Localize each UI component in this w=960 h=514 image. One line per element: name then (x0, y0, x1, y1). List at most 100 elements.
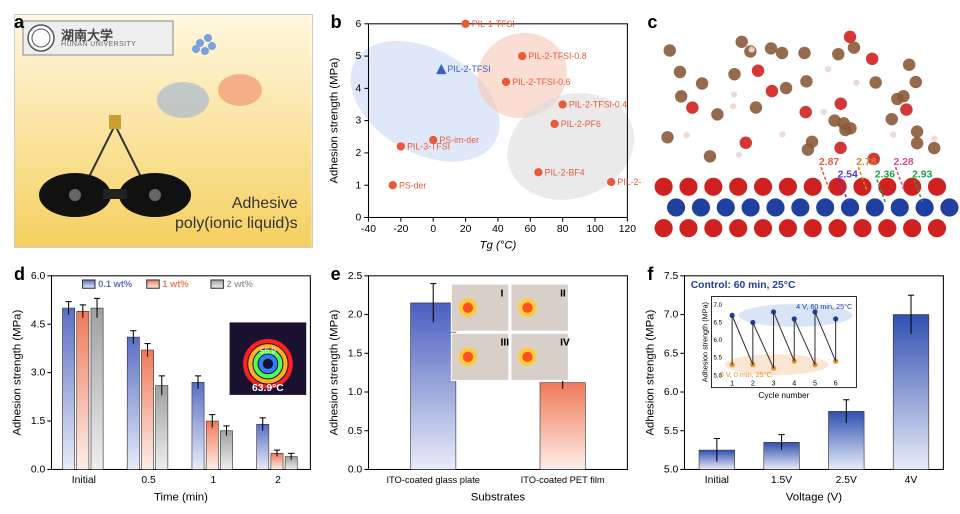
svg-text:1.5V: 1.5V (771, 475, 792, 486)
svg-text:5.5: 5.5 (664, 426, 679, 437)
svg-text:Tg (°C): Tg (°C) (479, 240, 516, 252)
svg-text:0.0: 0.0 (31, 465, 46, 476)
svg-text:3: 3 (355, 116, 361, 127)
svg-text:7.0: 7.0 (664, 310, 679, 321)
svg-text:3: 3 (772, 379, 776, 388)
svg-text:PIL-2-TFSI-0.4: PIL-2-TFSI-0.4 (569, 100, 627, 110)
svg-text:5: 5 (813, 379, 817, 388)
svg-text:1 wt%: 1 wt% (162, 279, 189, 289)
svg-text:80: 80 (557, 224, 569, 235)
svg-text:2 wt%: 2 wt% (226, 279, 253, 289)
svg-text:5.0: 5.0 (664, 465, 679, 476)
svg-text:0 V, 0 min, 25°C: 0 V, 0 min, 25°C (720, 370, 772, 379)
svg-text:Adhesion strength (MPa): Adhesion strength (MPa) (11, 310, 23, 436)
svg-text:4: 4 (355, 83, 361, 94)
svg-text:2: 2 (275, 475, 281, 486)
svg-text:40: 40 (492, 224, 504, 235)
panel-c-molecular: 2.872.542.782.362.282.93 (645, 12, 956, 258)
svg-text:1.0: 1.0 (348, 387, 363, 398)
svg-text:2.36: 2.36 (875, 169, 895, 180)
svg-text:Adhesion strength (MPa): Adhesion strength (MPa) (328, 310, 340, 436)
panel-label-a: a (14, 12, 24, 33)
svg-text:1: 1 (210, 475, 216, 486)
svg-text:2: 2 (355, 148, 361, 159)
svg-text:1: 1 (730, 379, 734, 388)
svg-text:PIL-1-TFSI: PIL-1-TFSI (471, 19, 514, 29)
panel-label-f: f (647, 264, 653, 285)
svg-text:-20: -20 (393, 224, 408, 235)
panel-f: f 5.05.56.06.57.07.5Initial1.5V2.5V4VVol… (641, 260, 952, 506)
svg-text:4: 4 (793, 379, 797, 388)
svg-text:0: 0 (430, 224, 436, 235)
svg-text:Time (min): Time (min) (154, 492, 208, 504)
panel-label-e: e (331, 264, 341, 285)
svg-text:PIL-2-TFSI-0.8: PIL-2-TFSI-0.8 (528, 51, 586, 61)
svg-text:1: 1 (355, 180, 361, 191)
svg-text:1 wt% 2 min: 1 wt% 2 min (241, 310, 295, 320)
svg-text:4.5: 4.5 (31, 319, 46, 330)
panel-label-b: b (331, 12, 342, 33)
svg-text:0.5: 0.5 (348, 426, 363, 437)
svg-text:2.5: 2.5 (348, 271, 363, 282)
svg-text:-40: -40 (361, 224, 376, 235)
svg-text:7.0: 7.0 (714, 302, 723, 309)
svg-text:5: 5 (355, 51, 361, 62)
panel-c: c 2.872.542.782.362.282.93 (641, 8, 952, 254)
svg-text:0: 0 (355, 213, 361, 224)
svg-text:Voltage (V): Voltage (V) (786, 492, 842, 504)
svg-text:4 V, 60 min, 25°C: 4 V, 60 min, 25°C (796, 302, 852, 311)
panel-b-chart: -40-200204060801001200123456Tg (°C)Adhes… (325, 8, 636, 254)
svg-text:6.5: 6.5 (664, 348, 679, 359)
svg-text:1.5: 1.5 (348, 348, 363, 359)
svg-text:ITO-coated PET film: ITO-coated PET film (520, 475, 604, 485)
svg-text:PIL-2-PF6: PIL-2-PF6 (560, 119, 600, 129)
svg-text:0.0: 0.0 (348, 465, 363, 476)
svg-text:2.5V: 2.5V (836, 475, 857, 486)
svg-text:0.5: 0.5 (141, 475, 156, 486)
svg-text:120: 120 (618, 224, 636, 235)
svg-text:5.0: 5.0 (714, 372, 723, 379)
panel-d-chart: 0.01.53.04.56.0Initial0.512Time (min)Adh… (8, 260, 319, 506)
svg-text:60: 60 (524, 224, 536, 235)
svg-text:6.0: 6.0 (714, 337, 723, 344)
svg-text:6.5: 6.5 (714, 319, 723, 326)
svg-text:III: III (500, 338, 509, 349)
svg-text:3.0: 3.0 (31, 368, 46, 379)
svg-text:2.28: 2.28 (894, 157, 914, 168)
badge-sub: HUNAN UNIVERSITY (61, 41, 136, 48)
svg-text:6.0: 6.0 (31, 271, 46, 282)
svg-text:Initial: Initial (705, 475, 729, 486)
svg-text:6: 6 (834, 379, 838, 388)
figure-grid: a (0, 0, 960, 514)
svg-text:2.93: 2.93 (912, 169, 932, 180)
svg-text:II: II (560, 289, 566, 300)
svg-text:Adhesion strength (MPa): Adhesion strength (MPa) (328, 58, 340, 184)
svg-text:6: 6 (355, 19, 361, 30)
svg-text:1.5: 1.5 (31, 416, 46, 427)
panel-a-photo: 湖南大学 HUNAN UNIVERSITY Adhesive poly(ioni… (14, 14, 313, 248)
svg-text:Cycle number: Cycle number (759, 391, 810, 400)
panel-label-c: c (647, 12, 657, 33)
panel-e-chart: 0.00.51.01.52.02.5ITO-coated glass plate… (325, 260, 636, 506)
svg-text:6.0: 6.0 (664, 387, 679, 398)
svg-text:2: 2 (751, 379, 755, 388)
svg-text:Adhesion strength (MPa): Adhesion strength (MPa) (701, 302, 710, 382)
svg-text:2.87: 2.87 (819, 157, 839, 168)
panel-a-caption1: Adhesive (232, 195, 298, 213)
svg-text:PIL-2-TFSI: PIL-2-TFSI (447, 64, 490, 74)
panel-f-chart: 5.05.56.06.57.07.5Initial1.5V2.5V4VVolta… (641, 260, 952, 506)
svg-text:Control: 60 min, 25°C: Control: 60 min, 25°C (691, 280, 796, 291)
svg-text:Adhesion strength (MPa): Adhesion strength (MPa) (645, 310, 657, 436)
svg-text:0.1 wt%: 0.1 wt% (98, 279, 133, 289)
svg-text:5.5: 5.5 (714, 355, 723, 362)
svg-text:PS-der: PS-der (399, 180, 426, 190)
panel-d: d 0.01.53.04.56.0Initial0.512Time (min)A… (8, 260, 319, 506)
svg-text:20: 20 (459, 224, 471, 235)
svg-text:2.54: 2.54 (838, 169, 858, 180)
svg-text:56.9: 56.9 (260, 346, 276, 355)
svg-text:ITO-coated glass plate: ITO-coated glass plate (386, 475, 480, 485)
svg-text:Substrates: Substrates (470, 492, 525, 504)
svg-text:63.9°C: 63.9°C (252, 383, 284, 394)
svg-text:IV: IV (560, 338, 570, 349)
panel-b: b -40-200204060801001200123456Tg (°C)Adh… (325, 8, 636, 254)
